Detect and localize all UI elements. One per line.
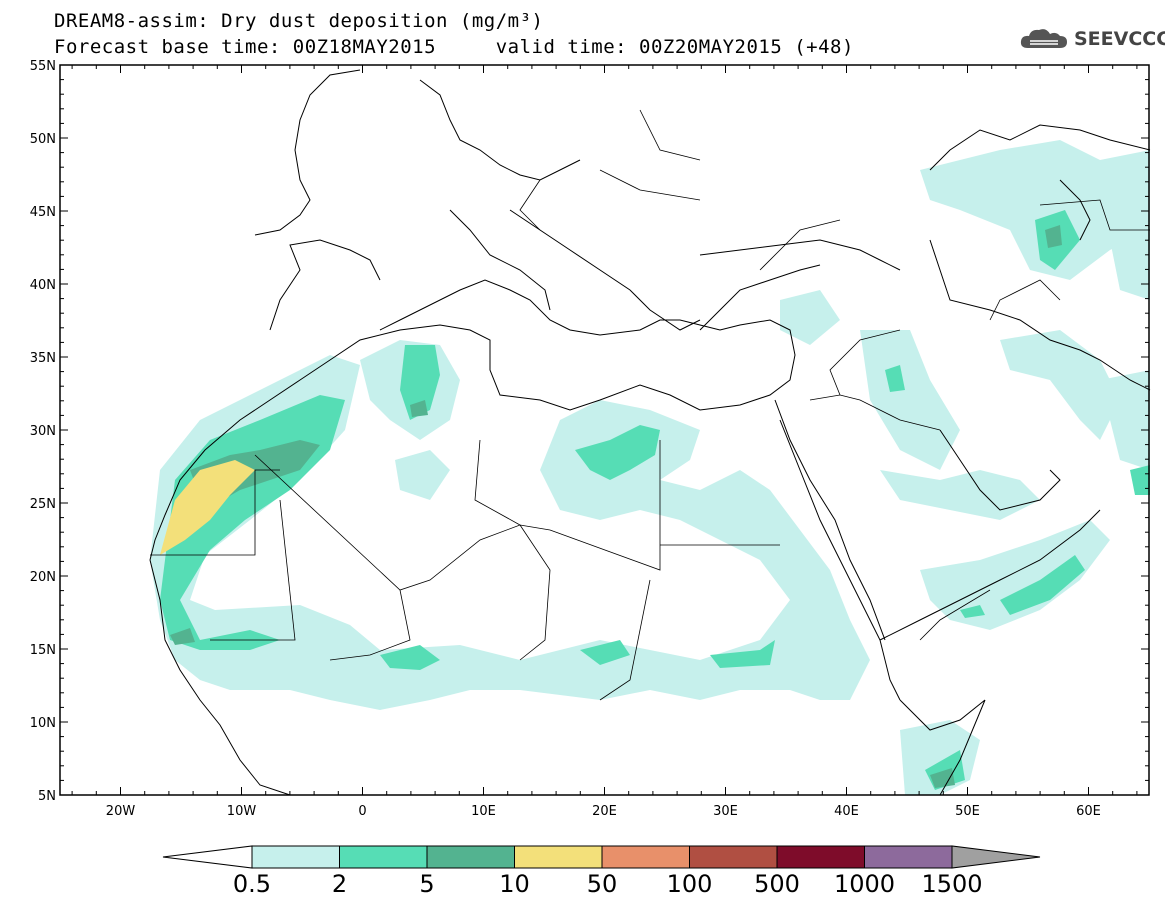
longitude-label: 20W (106, 804, 136, 819)
coastlines (149, 69, 1151, 796)
longitude-label: 0 (358, 804, 366, 819)
colorbar-label: 100 (667, 870, 713, 898)
longitude-label: 40E (834, 804, 859, 819)
dust-shading-high (160, 460, 255, 555)
latitude-label: 25N (30, 497, 56, 512)
latitude-labels: 55N 50N 45N 40N 35N 30N 25N 20N 15N 10N 5N (30, 59, 56, 804)
colorbar-bin (339, 845, 428, 869)
longitude-label: 10W (227, 804, 257, 819)
longitude-label: 60E (1076, 804, 1101, 819)
latitude-label: 30N (30, 424, 56, 439)
colorbar-bin (864, 845, 953, 869)
latitude-label: 10N (30, 716, 56, 731)
colorbar-label: 50 (587, 870, 618, 898)
colorbar-bin (601, 845, 690, 869)
axis-ticks (60, 64, 1149, 796)
colorbar-bin (689, 845, 778, 869)
latitude-label: 45N (30, 205, 56, 220)
latitude-label: 55N (30, 59, 56, 74)
colorbar-over-arrow (951, 845, 1041, 869)
latitude-label: 15N (30, 643, 56, 658)
colorbar-label: 0.5 (233, 870, 271, 898)
longitude-label: 50E (955, 804, 980, 819)
seevccc-logo: SEEVCCC (1018, 26, 1165, 52)
colorbar-label: 10 (499, 870, 530, 898)
colorbar-label: 1500 (921, 870, 982, 898)
longitude-label: 10E (471, 804, 496, 819)
colorbar-bin (251, 845, 340, 869)
latitude-label: 35N (30, 351, 56, 366)
longitude-label: 30E (713, 804, 738, 819)
latitude-label: 20N (30, 570, 56, 585)
latitude-label: 40N (30, 278, 56, 293)
longitude-labels: 20W 10W 0 10E 20E 30E 40E 50E 60E (106, 804, 1101, 819)
forecast-times: Forecast base time: 00Z18MAY2015 valid t… (54, 36, 854, 58)
colorbar-label: 1000 (834, 870, 895, 898)
latitude-label: 50N (30, 132, 56, 147)
colorbar-bin (776, 845, 865, 869)
colorbar-label: 5 (419, 870, 434, 898)
colorbar-label: 2 (332, 870, 347, 898)
latitude-label: 5N (38, 789, 56, 804)
longitude-label: 20E (592, 804, 617, 819)
country-borders (150, 109, 1150, 701)
colorbar-bin (514, 845, 603, 869)
colorbar-bin (426, 845, 515, 869)
map-title: DREAM8-assim: Dry dust deposition (mg/m³… (54, 10, 544, 32)
colorbar-under-arrow (162, 845, 253, 869)
logo-text: SEEVCCC (1074, 28, 1165, 50)
colorbar-label: 500 (754, 870, 800, 898)
cloud-icon (1020, 29, 1067, 48)
